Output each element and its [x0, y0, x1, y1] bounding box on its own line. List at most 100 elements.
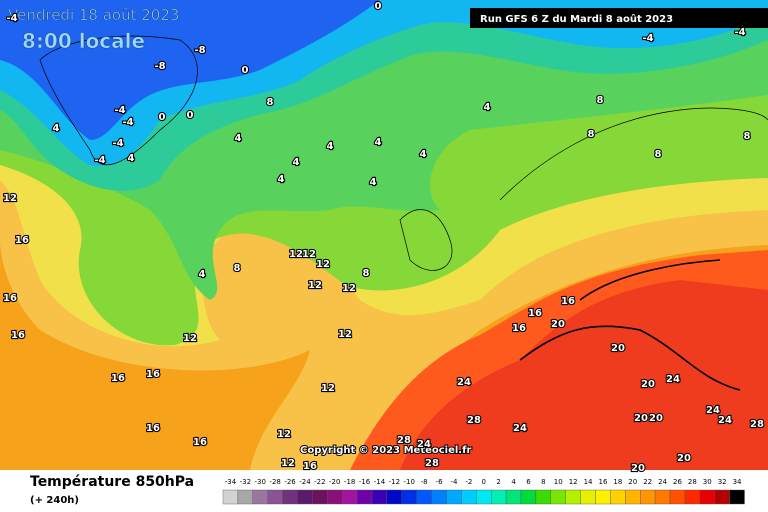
run-info: Run GFS 6 Z du Mardi 8 août 2023 — [480, 13, 673, 25]
scale-swatch — [595, 489, 611, 505]
footer-lead: (+ 240h) — [30, 495, 79, 506]
contour-label: 8 — [655, 149, 662, 160]
contour-label: 20 — [649, 413, 663, 424]
contour-label: 8 — [234, 263, 241, 274]
contour-label: -4 — [94, 155, 105, 166]
contour-label: -8 — [194, 45, 205, 56]
scale-swatch — [580, 489, 596, 505]
scale-swatch — [491, 489, 507, 505]
contour-label: 4 — [278, 174, 285, 185]
scale-label: -4 — [450, 478, 458, 486]
scale-label: 2 — [496, 478, 500, 486]
scale-label: 6 — [526, 478, 531, 486]
scale-label: -18 — [344, 478, 355, 486]
contour-label: 12 — [308, 280, 322, 291]
contour-label: 12 — [342, 283, 356, 294]
scale-swatch — [625, 489, 641, 505]
scale-label: 12 — [569, 478, 578, 486]
scale-label: -12 — [389, 478, 400, 486]
scale-label: 30 — [703, 478, 712, 486]
scale-swatch — [640, 489, 656, 505]
contour-label: 20 — [641, 379, 655, 390]
contour-label: 24 — [706, 405, 720, 416]
contour-label: -4 — [6, 13, 17, 24]
contour-label: 0 — [375, 1, 382, 12]
scale-label: -16 — [359, 478, 371, 486]
scale-swatch — [356, 489, 373, 505]
scale-swatch — [535, 489, 552, 505]
contour-label: 16 — [3, 293, 17, 304]
scale-label: 18 — [613, 478, 622, 486]
contour-label: 0 — [159, 112, 166, 123]
scale-label: -30 — [255, 478, 266, 486]
scale-label: 16 — [598, 478, 607, 486]
contour-label: 8 — [744, 131, 751, 142]
scale-swatch — [550, 489, 566, 505]
scale-label: -2 — [465, 478, 472, 486]
contour-label: -4 — [114, 105, 125, 116]
contour-label: 12 — [316, 259, 330, 270]
scale-label: -8 — [421, 478, 428, 486]
contour-label: 4 — [420, 149, 427, 160]
scale-label: -32 — [240, 478, 251, 486]
scale-swatch — [565, 489, 581, 505]
contour-label: 16 — [111, 373, 125, 384]
scale-label: -6 — [436, 478, 444, 486]
contour-label: 4 — [375, 137, 382, 148]
scale-swatch — [282, 489, 298, 505]
contour-label: 12 — [302, 249, 316, 260]
contour-label: 20 — [631, 463, 645, 474]
contour-label: -8 — [154, 61, 165, 72]
run-box — [470, 8, 768, 28]
contour-label: 12 — [281, 458, 295, 469]
contour-label: 12 — [277, 429, 291, 440]
contour-label: 8 — [597, 95, 604, 106]
contour-label: -4 — [734, 27, 745, 38]
contour-label: 16 — [146, 423, 160, 434]
scale-label: -10 — [404, 478, 415, 486]
coastline — [399, 107, 768, 271]
contour-label: 12 — [183, 333, 197, 344]
zone-24 — [400, 280, 768, 470]
contour-label: 8 — [588, 129, 595, 140]
valid-date: Vendredi 18 août 2023 — [8, 6, 179, 24]
scale-swatch — [327, 489, 343, 505]
zone-minus8 — [0, 0, 380, 140]
coastline — [39, 35, 198, 166]
contour-label: 24 — [666, 374, 680, 385]
scale-label: 14 — [584, 478, 593, 486]
scale-label: 26 — [673, 478, 682, 486]
scale-label: 28 — [688, 478, 697, 486]
scale-label: 4 — [511, 478, 516, 486]
scale-swatch — [416, 489, 432, 505]
scale-label: -24 — [299, 478, 311, 486]
contour-label: 24 — [513, 423, 527, 434]
scale-label: -34 — [225, 478, 237, 486]
scale-swatch — [297, 489, 313, 505]
scale-swatch — [610, 489, 626, 505]
contour-label: 24 — [718, 415, 732, 426]
scale-swatch — [252, 489, 268, 505]
contour-label: 4 — [370, 177, 377, 188]
contour-label: 4 — [128, 153, 135, 164]
scale-label: 22 — [643, 478, 652, 486]
contour-label: -4 — [112, 138, 123, 149]
contour-label: 20 — [611, 343, 625, 354]
scale-label: -22 — [314, 478, 325, 486]
scale-swatch — [371, 489, 388, 505]
scale-label: 32 — [718, 478, 727, 486]
contour-label: -4 — [122, 117, 133, 128]
contour-label: 20 — [677, 453, 691, 464]
contour-line — [519, 259, 741, 391]
contour-label: 16 — [15, 235, 29, 246]
contour-label: 4 — [327, 141, 334, 152]
contour-label: 4 — [235, 133, 242, 144]
scale-swatch — [520, 489, 537, 505]
scale-label: 10 — [554, 478, 563, 486]
valid-time: 8:00 locale — [22, 29, 145, 53]
scale-swatch — [267, 489, 283, 505]
scale-swatch — [431, 489, 447, 505]
contour-label: -4 — [642, 33, 653, 44]
scale-swatch — [669, 489, 686, 505]
scale-swatch — [446, 489, 462, 505]
